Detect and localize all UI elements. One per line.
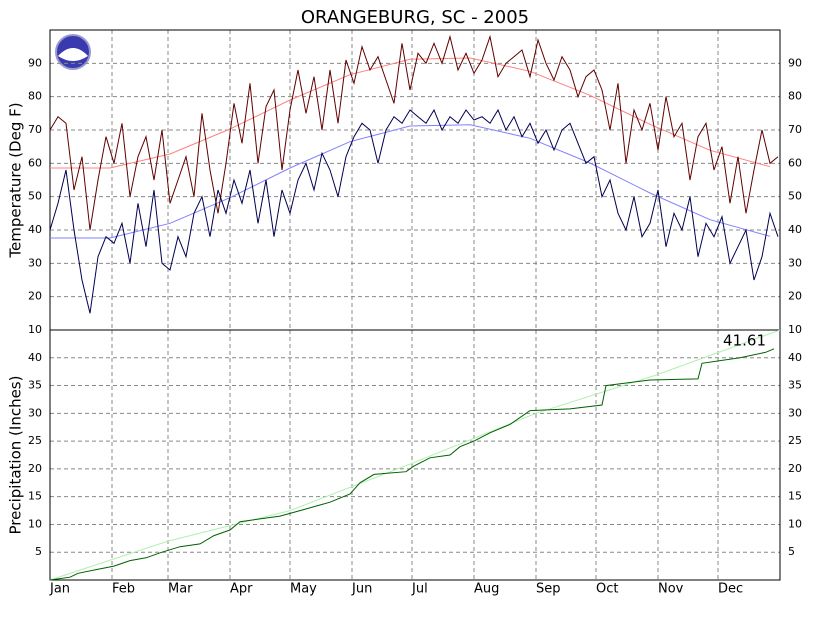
y-tick-label: 80 <box>28 90 42 103</box>
x-tick-label: Dec <box>718 582 743 597</box>
y-tick-label: 30 <box>28 406 42 419</box>
y-tick-label: 40 <box>28 223 42 236</box>
y-tick-label: 15 <box>28 490 42 503</box>
x-tick-label: Jan <box>49 582 70 597</box>
chart-title: ORANGEBURG, SC - 2005 <box>301 7 529 28</box>
total-annotation: 41.61 <box>723 332 766 350</box>
x-tick-label: Apr <box>230 582 253 597</box>
y-tick-label-right: 50 <box>788 190 802 203</box>
y-tick-label-right: 15 <box>788 490 802 503</box>
data-line <box>49 329 781 581</box>
y-axis-label: Precipitation (Inches) <box>7 376 25 535</box>
y-tick-label: 20 <box>28 462 42 475</box>
data-line <box>50 57 771 169</box>
y-tick-label-right: 60 <box>788 156 802 169</box>
data-line <box>49 348 775 581</box>
x-tick-label: Aug <box>474 582 499 597</box>
y-tick-label: 60 <box>28 156 42 169</box>
y-tick-label-right: 90 <box>788 56 802 69</box>
data-line <box>50 124 771 239</box>
y-tick-label-right: 70 <box>788 123 802 136</box>
plot-frame <box>49 329 781 581</box>
y-tick-label-right: 30 <box>788 406 802 419</box>
y-tick-label: 30 <box>28 256 42 269</box>
x-tick-label: Nov <box>658 582 684 597</box>
y-tick-label-right: 30 <box>788 256 802 269</box>
x-tick-label: Mar <box>168 582 193 597</box>
y-tick-label-right: 25 <box>788 434 802 447</box>
y-tick-label: 35 <box>28 379 42 392</box>
y-tick-label-right: 40 <box>788 351 802 364</box>
y-tick-label-right: 20 <box>788 462 802 475</box>
x-tick-label: Jun <box>351 582 372 597</box>
y-tick-label: 90 <box>28 56 42 69</box>
y-tick-label-right: 20 <box>788 290 802 303</box>
x-tick-label: Jul <box>411 582 428 597</box>
x-tick-label: Oct <box>596 582 618 597</box>
y-tick-label-right: 10 <box>788 517 802 530</box>
y-tick-label-right: 5 <box>788 545 795 558</box>
y-tick-label-right: 35 <box>788 379 802 392</box>
y-tick-label: 10 <box>28 517 42 530</box>
data-line <box>49 34 779 231</box>
y-tick-label-right: 40 <box>788 223 802 236</box>
y-tick-label: 70 <box>28 123 42 136</box>
y-tick-label-right: 80 <box>788 90 802 103</box>
noaa-logo <box>55 34 91 70</box>
y-tick-label: 5 <box>35 545 42 558</box>
y-axis-label: Temperature (Deg F) <box>7 102 25 258</box>
x-tick-label: May <box>290 582 317 597</box>
logo-bird <box>58 48 88 61</box>
y-tick-label: 50 <box>28 190 42 203</box>
y-tick-label-right: 10 <box>788 323 802 336</box>
y-tick-label: 40 <box>28 351 42 364</box>
x-tick-label: Sep <box>536 582 561 597</box>
y-tick-label: 25 <box>28 434 42 447</box>
data-line <box>49 108 779 314</box>
x-tick-label: Feb <box>112 582 135 597</box>
y-tick-label: 10 <box>28 323 42 336</box>
y-tick-label: 20 <box>28 290 42 303</box>
